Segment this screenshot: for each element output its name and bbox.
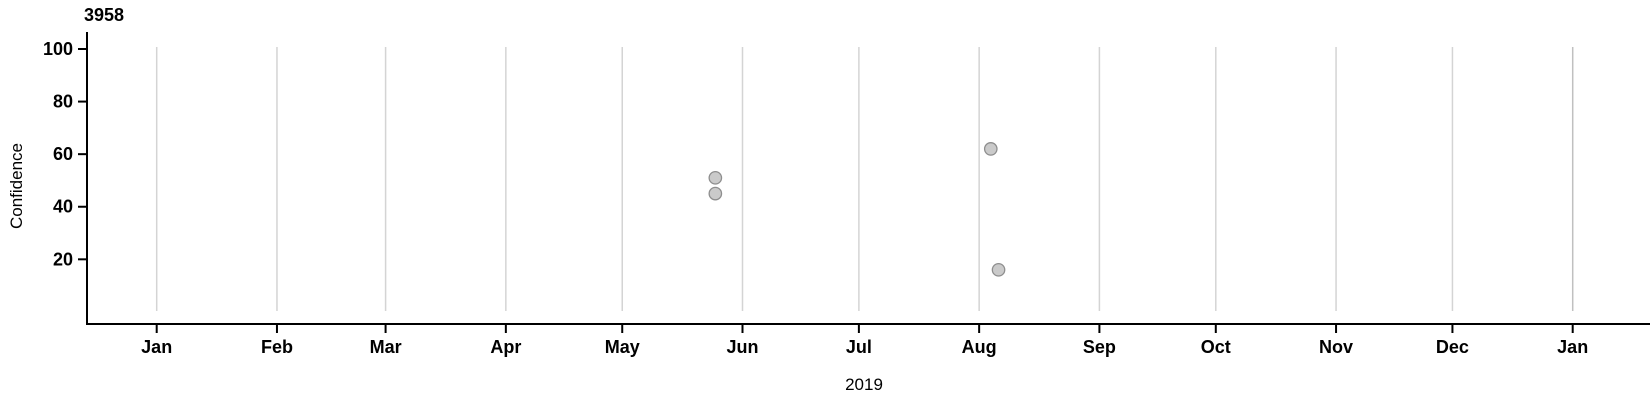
axes-layer: 20 40 60 80 100 Jan Feb Mar Apr May Jun Jul Aug Sep Oc… xyxy=(43,32,1650,357)
data-point xyxy=(991,262,1006,277)
data-point xyxy=(708,170,723,185)
x-tick-label: Aug xyxy=(962,337,997,357)
x-tick-label: Oct xyxy=(1201,337,1231,357)
x-tick-label: Feb xyxy=(261,337,293,357)
y-tick-label: 100 xyxy=(43,39,73,59)
chart-title: 3958 xyxy=(84,5,124,25)
x-tick-label: May xyxy=(605,337,640,357)
y-axis-label: Confidence xyxy=(7,143,26,229)
grid-layer xyxy=(155,47,1574,311)
x-tick-label: Dec xyxy=(1436,337,1469,357)
y-tick-label: 60 xyxy=(53,144,73,164)
y-tick-label: 80 xyxy=(53,92,73,112)
x-tick-label: Apr xyxy=(490,337,521,357)
x-axis-label: 2019 xyxy=(845,375,883,394)
x-tick-label: Mar xyxy=(370,337,402,357)
y-tick-label: 20 xyxy=(53,249,73,269)
x-tick-label: Sep xyxy=(1083,337,1116,357)
x-tick-label: Jul xyxy=(846,337,872,357)
data-point xyxy=(708,186,723,201)
y-tick-label: 40 xyxy=(53,197,73,217)
x-tick-label: Jan xyxy=(1557,337,1588,357)
series-layer xyxy=(708,142,1006,277)
x-tick-label: Nov xyxy=(1319,337,1353,357)
x-tick-label: Jan xyxy=(141,337,172,357)
x-tick-label: Jun xyxy=(726,337,758,357)
data-point xyxy=(983,142,998,156)
